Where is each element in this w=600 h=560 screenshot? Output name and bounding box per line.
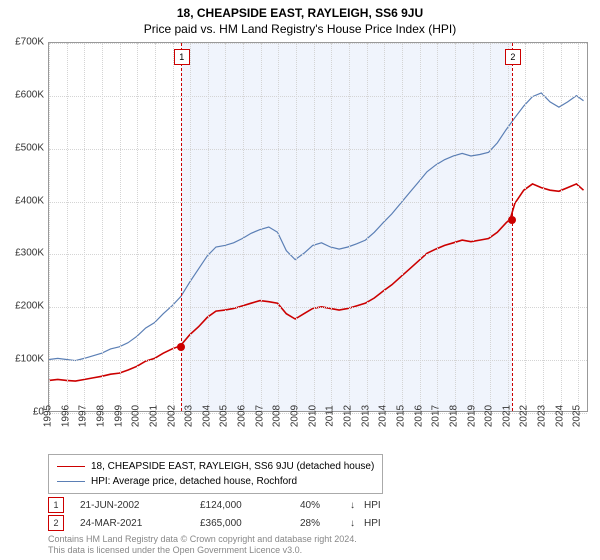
sale-marker-dot xyxy=(177,343,185,351)
chart-title: 18, CHEAPSIDE EAST, RAYLEIGH, SS6 9JU xyxy=(0,0,600,20)
sale-date: 24-MAR-2021 xyxy=(80,518,200,529)
sale-price: £365,000 xyxy=(200,518,300,529)
x-axis-label: 2014 xyxy=(378,405,389,427)
y-axis-label: £200K xyxy=(0,301,44,312)
sale-compare: HPI xyxy=(364,500,381,511)
legend-label: 18, CHEAPSIDE EAST, RAYLEIGH, SS6 9JU (d… xyxy=(91,459,374,474)
x-axis-label: 2023 xyxy=(537,405,548,427)
x-axis-label: 2012 xyxy=(343,405,354,427)
x-axis-label: 2002 xyxy=(166,405,177,427)
y-axis-label: £300K xyxy=(0,248,44,259)
sale-marker-dot xyxy=(508,216,516,224)
footer-line: Contains HM Land Registry data © Crown c… xyxy=(48,534,357,545)
x-axis-label: 1999 xyxy=(113,405,124,427)
x-axis-label: 2016 xyxy=(413,405,424,427)
legend-item: 18, CHEAPSIDE EAST, RAYLEIGH, SS6 9JU (d… xyxy=(57,459,374,474)
sale-compare: HPI xyxy=(364,518,381,529)
sale-marker-icon: 2 xyxy=(505,49,521,65)
x-axis-label: 2011 xyxy=(325,405,336,427)
y-axis-label: £0 xyxy=(0,407,44,418)
sale-date: 21-JUN-2002 xyxy=(80,500,200,511)
sale-row: 2 24-MAR-2021 £365,000 28% ↓ HPI xyxy=(48,514,381,532)
sale-pct: 28% xyxy=(300,518,350,529)
x-axis-label: 2013 xyxy=(360,405,371,427)
y-axis-label: £100K xyxy=(0,354,44,365)
x-axis-label: 2017 xyxy=(431,405,442,427)
legend-box: 18, CHEAPSIDE EAST, RAYLEIGH, SS6 9JU (d… xyxy=(48,454,383,494)
x-axis-label: 2003 xyxy=(184,405,195,427)
x-axis-label: 2025 xyxy=(572,405,583,427)
chart-svg xyxy=(49,43,587,411)
chart-plot-area: 12 xyxy=(48,42,588,412)
x-axis-label: 2004 xyxy=(201,405,212,427)
legend-item: HPI: Average price, detached house, Roch… xyxy=(57,474,374,489)
chart-series-line xyxy=(49,184,584,381)
sale-marker-icon: 2 xyxy=(48,515,64,531)
x-axis-label: 1996 xyxy=(60,405,71,427)
legend-swatch xyxy=(57,481,85,482)
sales-list: 1 21-JUN-2002 £124,000 40% ↓ HPI 2 24-MA… xyxy=(48,496,381,532)
x-axis-label: 2001 xyxy=(148,405,159,427)
legend-label: HPI: Average price, detached house, Roch… xyxy=(91,474,297,489)
x-axis-label: 2021 xyxy=(501,405,512,427)
sale-row: 1 21-JUN-2002 £124,000 40% ↓ HPI xyxy=(48,496,381,514)
x-axis-label: 2000 xyxy=(131,405,142,427)
x-axis-label: 2022 xyxy=(519,405,530,427)
x-axis-label: 2010 xyxy=(307,405,318,427)
sale-pct: 40% xyxy=(300,500,350,511)
x-axis-label: 1997 xyxy=(78,405,89,427)
x-axis-label: 2018 xyxy=(448,405,459,427)
sale-marker-icon: 1 xyxy=(48,497,64,513)
footer-attribution: Contains HM Land Registry data © Crown c… xyxy=(48,534,357,556)
y-axis-label: £700K xyxy=(0,37,44,48)
down-arrow-icon: ↓ xyxy=(350,518,364,529)
sale-marker-line xyxy=(181,43,182,411)
x-axis-label: 2006 xyxy=(237,405,248,427)
x-axis-label: 2019 xyxy=(466,405,477,427)
x-axis-label: 2009 xyxy=(290,405,301,427)
sale-marker-line xyxy=(512,43,513,411)
footer-line: This data is licensed under the Open Gov… xyxy=(48,545,357,556)
x-axis-label: 2005 xyxy=(219,405,230,427)
x-axis-label: 2007 xyxy=(254,405,265,427)
chart-subtitle: Price paid vs. HM Land Registry's House … xyxy=(0,20,600,40)
sale-marker-icon: 1 xyxy=(174,49,190,65)
y-axis-label: £600K xyxy=(0,89,44,100)
x-axis-label: 1998 xyxy=(95,405,106,427)
sale-price: £124,000 xyxy=(200,500,300,511)
x-axis-label: 2008 xyxy=(272,405,283,427)
y-axis-label: £500K xyxy=(0,142,44,153)
down-arrow-icon: ↓ xyxy=(350,500,364,511)
x-axis-label: 2024 xyxy=(554,405,565,427)
x-axis-label: 2020 xyxy=(484,405,495,427)
x-axis-label: 2015 xyxy=(395,405,406,427)
y-axis-label: £400K xyxy=(0,195,44,206)
legend-swatch xyxy=(57,466,85,467)
x-axis-label: 1995 xyxy=(43,405,54,427)
